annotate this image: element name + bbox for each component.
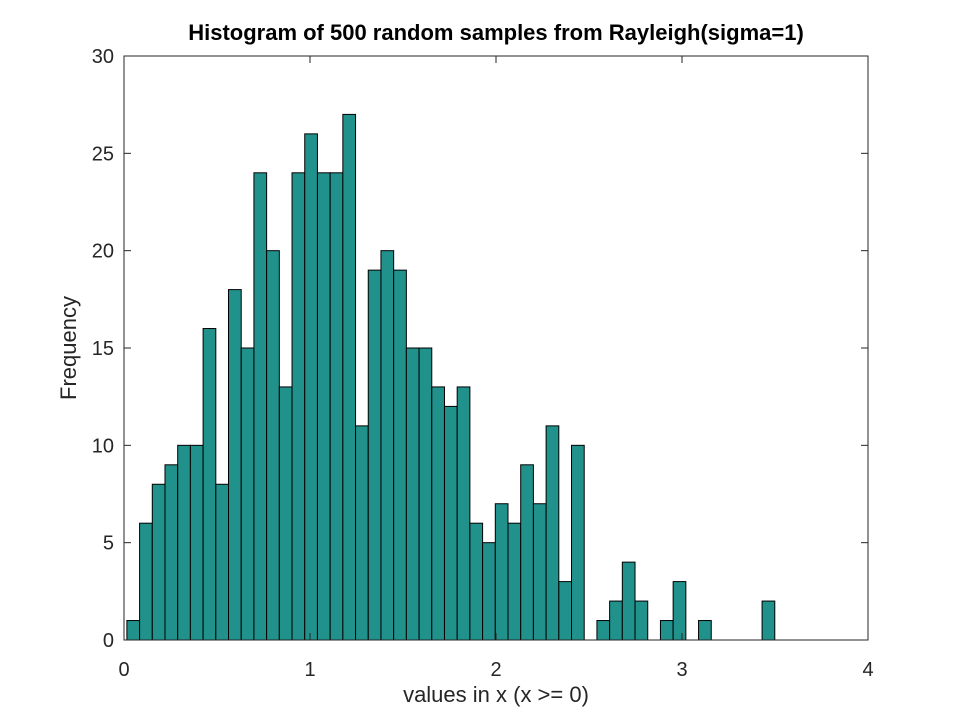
histogram-bar [367, 269, 382, 641]
histogram-bar [126, 620, 141, 641]
histogram-bar [443, 405, 458, 641]
chart-title: Histogram of 500 random samples from Ray… [188, 20, 804, 45]
x-axis-label: values in x (x >= 0) [403, 682, 589, 707]
histogram-bar [532, 503, 547, 641]
histogram-bar [393, 269, 407, 641]
y-tick-label: 25 [92, 143, 114, 165]
histogram-bar [139, 522, 153, 641]
histogram-bar [228, 289, 242, 641]
histogram-bar [240, 347, 255, 641]
x-tick-label: 4 [862, 659, 873, 681]
histogram-bar [329, 172, 344, 641]
histogram-bar [342, 113, 357, 641]
histogram-bar [482, 542, 496, 641]
histogram-bar [253, 172, 268, 641]
histogram-bar [177, 444, 191, 641]
histogram-bar [659, 620, 674, 641]
histogram-bar [507, 522, 522, 641]
histogram-bar [164, 464, 179, 641]
y-tick-label: 5 [103, 533, 114, 555]
histogram-bar [621, 561, 636, 641]
x-tick-label: 1 [304, 659, 315, 681]
histogram-bar [291, 172, 306, 641]
axis-tick-labels: 0 1 2 3 4 0 5 10 15 20 25 30 [92, 46, 874, 681]
histogram-bar [215, 483, 230, 641]
x-tick-label: 0 [118, 659, 129, 681]
y-tick-label: 30 [92, 46, 114, 68]
histogram-bar [380, 250, 395, 641]
histogram-bar [418, 347, 433, 641]
histogram-bar [596, 620, 611, 641]
histogram-bar [558, 581, 573, 641]
x-tick-label: 2 [490, 659, 501, 681]
histogram-bar [431, 386, 445, 641]
y-axis-label: Frequency [56, 296, 81, 400]
y-tick-label: 15 [92, 338, 114, 360]
histogram-bar [202, 328, 217, 641]
histogram-bar [316, 172, 331, 641]
histogram-bar [672, 581, 687, 641]
y-tick-label: 0 [103, 630, 114, 652]
histogram-bar [571, 444, 585, 641]
histogram-bar [456, 386, 471, 641]
histogram-bar [545, 425, 560, 641]
histogram-bar [520, 464, 534, 641]
histogram-bar [469, 522, 484, 641]
histogram-bar [405, 347, 420, 641]
y-tick-label: 20 [92, 241, 114, 263]
histogram-bar [189, 444, 204, 641]
histogram-bar [609, 600, 623, 641]
histogram-bar [151, 483, 166, 641]
histogram-bar [304, 133, 318, 641]
x-tick-label: 3 [676, 659, 687, 681]
histogram-bar [278, 386, 293, 641]
axis-ticks [123, 55, 869, 641]
histogram-bar [634, 600, 649, 641]
histogram-bar [698, 620, 712, 641]
histogram-bar [761, 600, 776, 641]
histogram-bar [494, 503, 509, 641]
histogram-bar [266, 250, 280, 641]
y-tick-label: 10 [92, 435, 114, 457]
histogram-bars [126, 113, 776, 641]
histogram-bar [355, 425, 369, 641]
